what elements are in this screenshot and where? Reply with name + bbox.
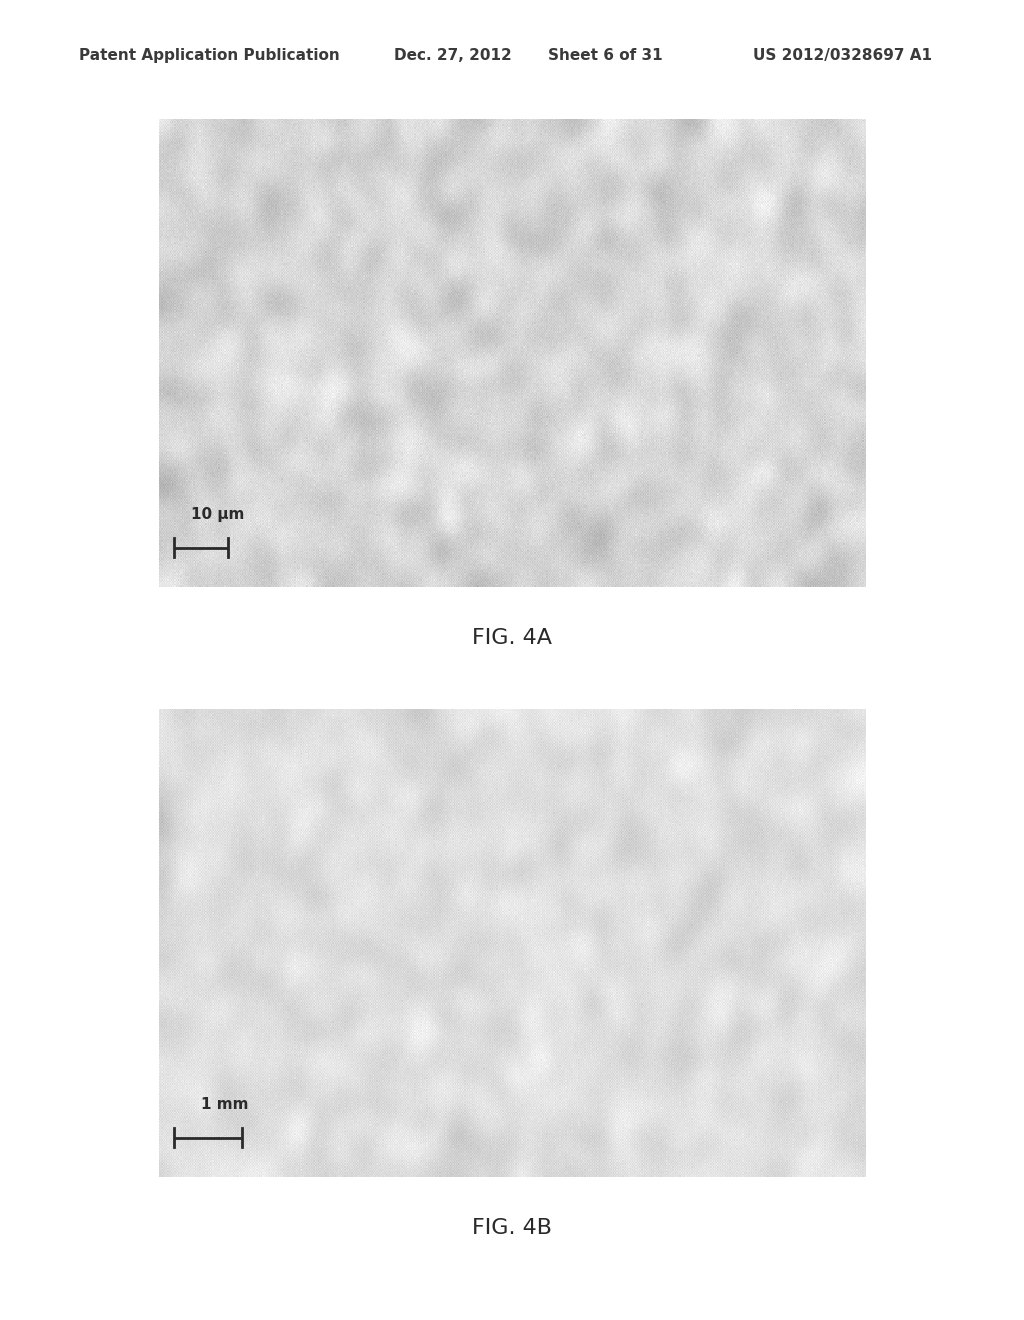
Text: Dec. 27, 2012: Dec. 27, 2012 (394, 48, 512, 63)
Text: FIG. 4A: FIG. 4A (472, 627, 552, 648)
Text: Sheet 6 of 31: Sheet 6 of 31 (548, 48, 663, 63)
Text: Patent Application Publication: Patent Application Publication (79, 48, 340, 63)
Text: 1 mm: 1 mm (201, 1097, 249, 1113)
Text: FIG. 4B: FIG. 4B (472, 1217, 552, 1238)
Text: US 2012/0328697 A1: US 2012/0328697 A1 (753, 48, 932, 63)
Text: 10 μm: 10 μm (190, 507, 244, 523)
